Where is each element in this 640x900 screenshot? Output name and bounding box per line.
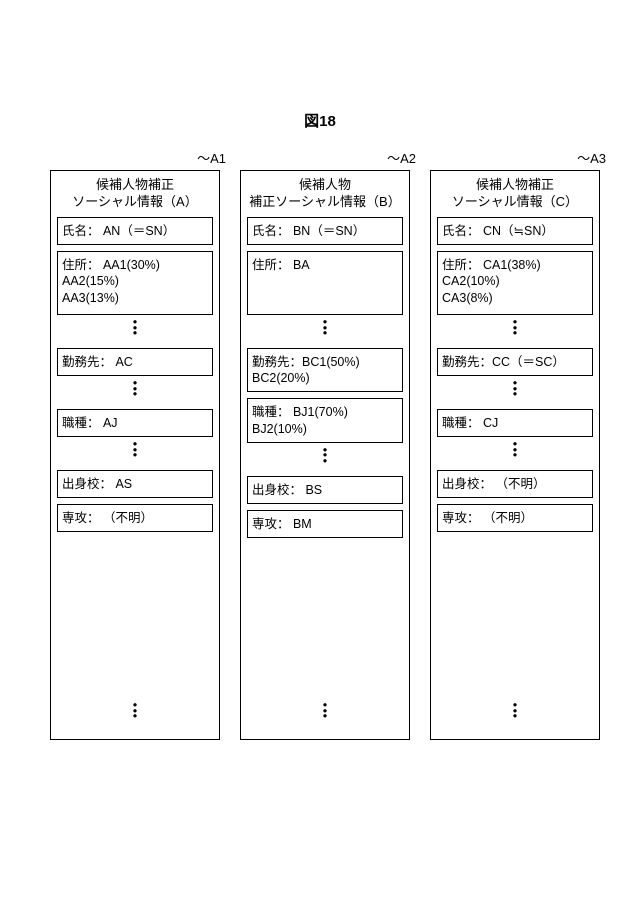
info-field: 住所： CA1(38%) CA2(10%) CA3(8%) xyxy=(437,251,593,315)
column-wrap: 〜A2候補人物 補正ソーシャル情報（B）氏名： BN（＝SN）住所： BA・・・… xyxy=(240,170,410,740)
info-panel: 候補人物 補正ソーシャル情報（B）氏名： BN（＝SN）住所： BA・・・勤務先… xyxy=(240,170,410,740)
lead-line-icon: 〜 xyxy=(197,148,208,167)
columns-container: 〜A1候補人物補正 ソーシャル情報（A）氏名： AN（＝SN）住所： AA1(3… xyxy=(50,170,600,740)
panel-title: 候補人物 補正ソーシャル情報（B） xyxy=(247,177,403,211)
figure-title: 図18 xyxy=(0,110,640,131)
info-field: 出身校： BS xyxy=(247,476,403,504)
column-wrap: 〜A1候補人物補正 ソーシャル情報（A）氏名： AN（＝SN）住所： AA1(3… xyxy=(50,170,220,740)
vertical-dots-icon: ・・・ xyxy=(437,443,593,460)
info-field: 勤務先：CC（＝SC） xyxy=(437,348,593,376)
panel-title: 候補人物補正 ソーシャル情報（A） xyxy=(57,177,213,211)
vertical-dots-icon: ・・・ xyxy=(431,704,599,721)
info-field: 氏名： BN（＝SN） xyxy=(247,217,403,245)
info-field: 専攻： BM xyxy=(247,510,403,538)
column-label: 〜A2 xyxy=(387,148,416,167)
column-label: 〜A1 xyxy=(197,148,226,167)
lead-line-icon: 〜 xyxy=(577,148,588,167)
info-field: 専攻： （不明） xyxy=(57,504,213,532)
info-field: 勤務先： AC xyxy=(57,348,213,376)
info-field: 氏名： CN（≒SN） xyxy=(437,217,593,245)
info-field: 専攻： （不明） xyxy=(437,504,593,532)
vertical-dots-icon: ・・・ xyxy=(57,443,213,460)
vertical-dots-icon: ・・・ xyxy=(241,704,409,721)
vertical-dots-icon: ・・・ xyxy=(437,321,593,338)
column-label: 〜A3 xyxy=(577,148,606,167)
info-field: 氏名： AN（＝SN） xyxy=(57,217,213,245)
vertical-dots-icon: ・・・ xyxy=(51,704,219,721)
info-field: 住所： AA1(30%) AA2(15%) AA3(13%) xyxy=(57,251,213,315)
vertical-dots-icon: ・・・ xyxy=(57,382,213,399)
info-panel: 候補人物補正 ソーシャル情報（A） 氏名： AN（＝SN） 住所： AA1(30%)… xyxy=(50,170,220,740)
info-field: 出身校： （不明） xyxy=(437,470,593,498)
info-field: 住所： BA xyxy=(247,251,403,315)
vertical-dots-icon: ・・・ xyxy=(247,321,403,338)
info-field: 職種： AJ xyxy=(57,409,213,437)
info-field: 出身校： AS xyxy=(57,470,213,498)
lead-line-icon: 〜 xyxy=(387,148,398,167)
panel-title: 候補人物補正 ソーシャル情報（C） xyxy=(437,177,593,211)
info-panel: 候補人物補正 ソーシャル情報（C） 氏名： CN（≒SN） 住所： CA1(38%)… xyxy=(430,170,600,740)
vertical-dots-icon: ・・・ xyxy=(57,321,213,338)
info-field: 勤務先：BC1(50%) BC2(20%) xyxy=(247,348,403,393)
info-field: 職種： BJ1(70%) BJ2(10%) xyxy=(247,398,403,443)
vertical-dots-icon: ・・・ xyxy=(247,449,403,466)
vertical-dots-icon: ・・・ xyxy=(437,382,593,399)
page: 図18 〜A1 候補人物補正 ソーシャル情報（A） 氏名： AN（＝SN） 住所： A… xyxy=(0,0,640,900)
column-wrap: 〜A3候補人物補正 ソーシャル情報（C）氏名： CN（≒SN）住所： CA1(3… xyxy=(430,170,600,740)
info-field: 職種： CJ xyxy=(437,409,593,437)
